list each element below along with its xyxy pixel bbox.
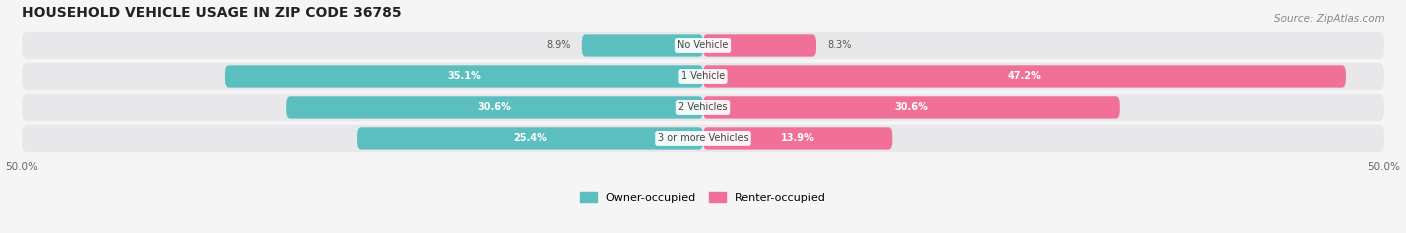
FancyBboxPatch shape: [703, 65, 1346, 88]
Text: 30.6%: 30.6%: [478, 103, 512, 113]
Text: 30.6%: 30.6%: [894, 103, 928, 113]
Text: 2 Vehicles: 2 Vehicles: [678, 103, 728, 113]
FancyBboxPatch shape: [703, 127, 893, 150]
Legend: Owner-occupied, Renter-occupied: Owner-occupied, Renter-occupied: [576, 188, 830, 207]
Text: 13.9%: 13.9%: [780, 134, 814, 144]
Text: 25.4%: 25.4%: [513, 134, 547, 144]
Text: No Vehicle: No Vehicle: [678, 41, 728, 51]
FancyBboxPatch shape: [22, 32, 1384, 59]
FancyBboxPatch shape: [703, 34, 815, 57]
FancyBboxPatch shape: [703, 96, 1119, 119]
Text: 8.9%: 8.9%: [547, 41, 571, 51]
FancyBboxPatch shape: [357, 127, 703, 150]
Text: 47.2%: 47.2%: [1008, 72, 1042, 82]
Text: Source: ZipAtlas.com: Source: ZipAtlas.com: [1274, 14, 1385, 24]
Text: 35.1%: 35.1%: [447, 72, 481, 82]
Text: 1 Vehicle: 1 Vehicle: [681, 72, 725, 82]
FancyBboxPatch shape: [582, 34, 703, 57]
FancyBboxPatch shape: [22, 63, 1384, 90]
Text: HOUSEHOLD VEHICLE USAGE IN ZIP CODE 36785: HOUSEHOLD VEHICLE USAGE IN ZIP CODE 3678…: [22, 6, 402, 20]
FancyBboxPatch shape: [22, 125, 1384, 152]
FancyBboxPatch shape: [22, 94, 1384, 121]
Text: 8.3%: 8.3%: [827, 41, 851, 51]
FancyBboxPatch shape: [225, 65, 703, 88]
FancyBboxPatch shape: [287, 96, 703, 119]
Text: 3 or more Vehicles: 3 or more Vehicles: [658, 134, 748, 144]
